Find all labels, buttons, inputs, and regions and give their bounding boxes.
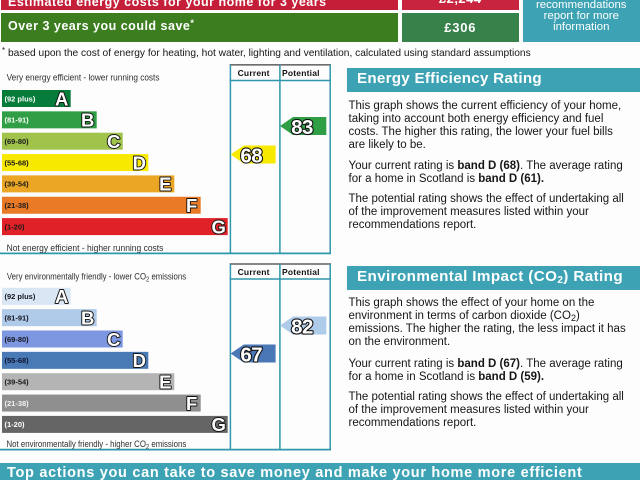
svg-text:F: F bbox=[186, 393, 197, 414]
svg-text:(81-91): (81-91) bbox=[5, 313, 30, 322]
svg-text:82: 82 bbox=[291, 316, 313, 339]
svg-text:67: 67 bbox=[240, 344, 262, 367]
svg-text:C: C bbox=[107, 329, 120, 350]
svg-text:E: E bbox=[159, 174, 171, 195]
svg-text:(55-68): (55-68) bbox=[5, 158, 30, 167]
svg-text:Current: Current bbox=[238, 267, 270, 277]
svg-text:Very environmentally friendly: Very environmentally friendly - lower CO… bbox=[7, 271, 186, 284]
svg-text:F: F bbox=[186, 195, 197, 216]
svg-text:D: D bbox=[133, 152, 146, 173]
svg-text:(92 plus): (92 plus) bbox=[5, 94, 36, 103]
svg-text:E: E bbox=[159, 372, 171, 393]
svg-text:(1-20): (1-20) bbox=[5, 222, 26, 231]
svg-text:(21-38): (21-38) bbox=[5, 201, 30, 210]
svg-text:(21-38): (21-38) bbox=[5, 399, 30, 408]
svg-text:(1-20): (1-20) bbox=[5, 420, 26, 429]
svg-text:D: D bbox=[133, 350, 146, 371]
svg-text:C: C bbox=[107, 131, 120, 152]
svg-text:(39-54): (39-54) bbox=[5, 180, 30, 189]
svg-text:Current: Current bbox=[238, 68, 270, 78]
svg-text:Very energy efficient - lower: Very energy efficient - lower running co… bbox=[7, 72, 160, 83]
svg-text:B: B bbox=[81, 307, 94, 328]
svg-text:68: 68 bbox=[240, 145, 262, 168]
svg-text:A: A bbox=[55, 88, 68, 109]
svg-text:(92 plus): (92 plus) bbox=[5, 292, 36, 301]
svg-text:Potential: Potential bbox=[282, 68, 320, 78]
svg-text:Not energy efficient - higher: Not energy efficient - higher running co… bbox=[7, 242, 164, 252]
svg-text:G: G bbox=[212, 414, 226, 435]
svg-text:Potential: Potential bbox=[282, 267, 320, 277]
svg-text:(39-54): (39-54) bbox=[5, 378, 30, 387]
svg-text:B: B bbox=[81, 110, 94, 131]
svg-text:(69-80): (69-80) bbox=[5, 335, 30, 344]
svg-text:(81-91): (81-91) bbox=[5, 116, 30, 125]
svg-text:G: G bbox=[212, 216, 226, 237]
svg-text:A: A bbox=[55, 286, 68, 307]
svg-text:(69-80): (69-80) bbox=[5, 137, 30, 146]
svg-text:Not environmentally friendly -: Not environmentally friendly - higher CO… bbox=[7, 438, 187, 451]
svg-text:83: 83 bbox=[291, 116, 313, 139]
svg-text:(55-68): (55-68) bbox=[5, 356, 30, 365]
